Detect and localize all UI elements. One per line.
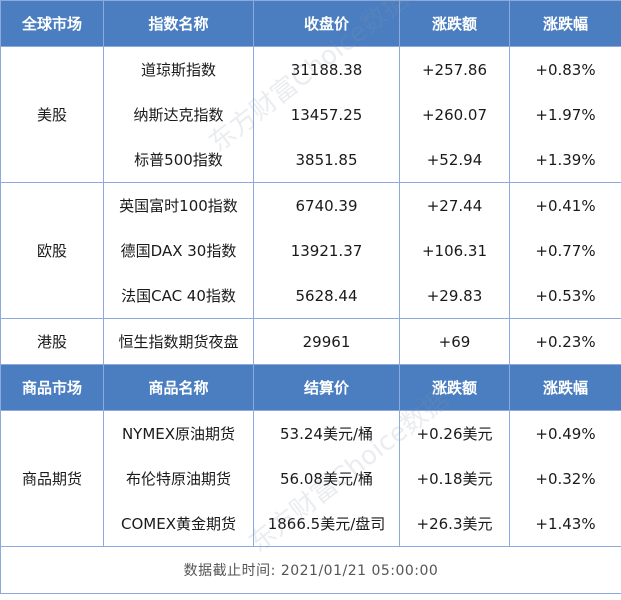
index-name: 恒生指数期货夜盘 (103, 318, 254, 365)
change: +52.94 (399, 137, 510, 183)
change-pct: +1.97% (509, 92, 621, 137)
change-pct: +0.53% (509, 273, 621, 319)
close-price: 5628.44 (253, 273, 400, 319)
index-name: 纳斯达克指数 (103, 92, 254, 137)
header-change: 涨跌额 (399, 0, 510, 47)
change: +27.44 (399, 182, 510, 228)
header-row-commodity: 商品市场 商品名称 结算价 涨跌额 涨跌幅 (0, 364, 621, 411)
close-price: 31188.38 (253, 46, 400, 92)
table-row: COMEX黄金期货 1866.5美元/盘司 +26.3美元 +1.43% (1, 501, 621, 547)
table-row: 美股 道琼斯指数 31188.38 +257.86 +0.83% (0, 46, 621, 183)
footer-row: 数据截止时间: 2021/01/21 05:00:00 (0, 546, 621, 594)
change-pct: +1.43% (509, 501, 621, 547)
group-eu: 欧股 英国富时100指数 6740.39 +27.44 +0.41% 德国DAX… (0, 182, 621, 319)
close-price: 13457.25 (253, 92, 400, 137)
change: +0.26美元 (399, 410, 510, 456)
header-commodity-change: 涨跌额 (399, 364, 510, 411)
header-settle-price: 结算价 (253, 364, 400, 411)
header-row-global: 全球市场 指数名称 收盘价 涨跌额 涨跌幅 (0, 0, 621, 47)
header-index-name: 指数名称 (103, 0, 254, 47)
index-name: 道琼斯指数 (103, 46, 254, 92)
group-commodities: 商品期货 NYMEX原油期货 53.24美元/桶 +0.26美元 +0.49% … (0, 410, 621, 547)
index-name: 标普500指数 (103, 137, 254, 183)
commodity-name: NYMEX原油期货 (103, 410, 254, 456)
table-row: 纳斯达克指数 13457.25 +260.07 +1.97% (1, 92, 621, 137)
change: +257.86 (399, 46, 510, 92)
change: +69 (399, 318, 510, 365)
change: +29.83 (399, 273, 510, 319)
market-label: 商品期货 (0, 410, 104, 547)
close-price: 3851.85 (253, 137, 400, 183)
change-pct: +0.23% (509, 318, 621, 365)
change-pct: +0.77% (509, 228, 621, 273)
group-us: 美股 道琼斯指数 31188.38 +257.86 +0.83% 纳斯达克指数 … (0, 46, 621, 183)
table-row: 欧股 英国富时100指数 6740.39 +27.44 +0.41% (0, 182, 621, 319)
header-change-pct: 涨跌幅 (509, 0, 621, 47)
change-pct: +0.41% (509, 182, 621, 228)
commodity-name: 布伦特原油期货 (103, 456, 254, 501)
table-row: 商品期货 NYMEX原油期货 53.24美元/桶 +0.26美元 +0.49% (0, 410, 621, 547)
table-row: 标普500指数 3851.85 +52.94 +1.39% (1, 137, 621, 183)
group-hk: 港股 恒生指数期货夜盘 29961 +69 +0.23% (0, 318, 621, 365)
settle-price: 53.24美元/桶 (253, 410, 400, 456)
header-commodity-market: 商品市场 (0, 364, 104, 411)
header-close-price: 收盘价 (253, 0, 400, 47)
table-row: 布伦特原油期货 56.08美元/桶 +0.18美元 +0.32% (1, 456, 621, 501)
table-row: 港股 恒生指数期货夜盘 29961 +69 +0.23% (0, 318, 621, 365)
market-label: 欧股 (0, 182, 104, 319)
header-commodity-change-pct: 涨跌幅 (509, 364, 621, 411)
change: +106.31 (399, 228, 510, 273)
close-price: 6740.39 (253, 182, 400, 228)
change-pct: +1.39% (509, 137, 621, 183)
change: +26.3美元 (399, 501, 510, 547)
close-price: 13921.37 (253, 228, 400, 273)
commodity-name: COMEX黄金期货 (103, 501, 254, 547)
table-row: 德国DAX 30指数 13921.37 +106.31 +0.77% (1, 228, 621, 273)
header-commodity-name: 商品名称 (103, 364, 254, 411)
settle-price: 56.08美元/桶 (253, 456, 400, 501)
table-row: 法国CAC 40指数 5628.44 +29.83 +0.53% (1, 273, 621, 319)
index-name: 德国DAX 30指数 (103, 228, 254, 273)
close-price: 29961 (253, 318, 400, 365)
settle-price: 1866.5美元/盘司 (253, 501, 400, 547)
change: +0.18美元 (399, 456, 510, 501)
change: +260.07 (399, 92, 510, 137)
change-pct: +0.83% (509, 46, 621, 92)
index-name: 法国CAC 40指数 (103, 273, 254, 319)
data-cutoff-time: 数据截止时间: 2021/01/21 05:00:00 (0, 546, 621, 594)
market-label: 港股 (0, 318, 104, 365)
header-global-market: 全球市场 (0, 0, 104, 47)
index-name: 英国富时100指数 (103, 182, 254, 228)
change-pct: +0.32% (509, 456, 621, 501)
change-pct: +0.49% (509, 410, 621, 456)
commodity-header: 商品市场 商品名称 结算价 涨跌额 涨跌幅 (0, 364, 621, 411)
market-label: 美股 (0, 46, 104, 183)
